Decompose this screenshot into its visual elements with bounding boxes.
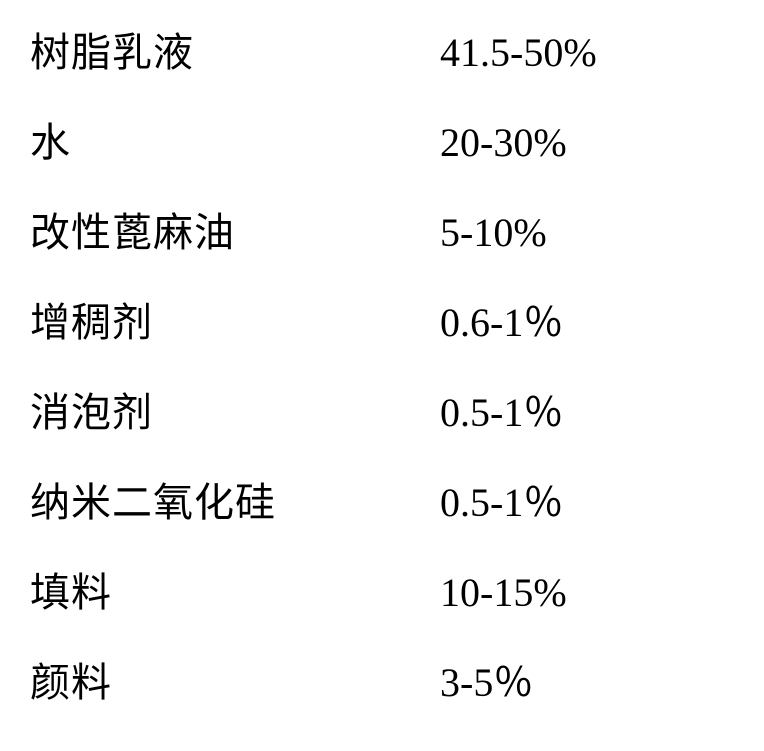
table-row: 颜料 3-5％ (30, 650, 734, 740)
table-row: 消泡剂 0.5-1％ (30, 380, 734, 470)
table-row: 改性蓖麻油 5-10% (30, 200, 734, 290)
table-row: 纳米二氧化硅 0.5-1％ (30, 470, 734, 560)
table-row: 水 20-30% (30, 110, 734, 200)
ingredient-label: 填料 (30, 560, 440, 618)
percentage-value: 0.5-1％ (440, 470, 563, 528)
percentage-value: 41.5-50% (440, 29, 597, 76)
table-row: 增稠剂 0.6-1％ (30, 290, 734, 380)
percentage-value: 3-5％ (440, 650, 533, 708)
percentage-value: 5-10% (440, 209, 547, 256)
percentage-value: 0.6-1％ (440, 290, 563, 348)
ingredient-label: 颜料 (30, 650, 440, 708)
ingredient-label: 水 (30, 110, 440, 168)
percentage-value: 20-30% (440, 119, 567, 166)
ingredient-label: 改性蓖麻油 (30, 200, 440, 258)
table-row: 树脂乳液 41.5-50% (30, 20, 734, 110)
percentage-value: 10-15% (440, 569, 567, 616)
percentage-value: 0.5-1％ (440, 380, 563, 438)
composition-table: 树脂乳液 41.5-50% 水 20-30% 改性蓖麻油 5-10% 增稠剂 0… (30, 20, 734, 740)
table-row: 填料 10-15% (30, 560, 734, 650)
ingredient-label: 纳米二氧化硅 (30, 470, 440, 528)
ingredient-label: 消泡剂 (30, 380, 440, 438)
ingredient-label: 增稠剂 (30, 290, 440, 348)
ingredient-label: 树脂乳液 (30, 20, 440, 78)
